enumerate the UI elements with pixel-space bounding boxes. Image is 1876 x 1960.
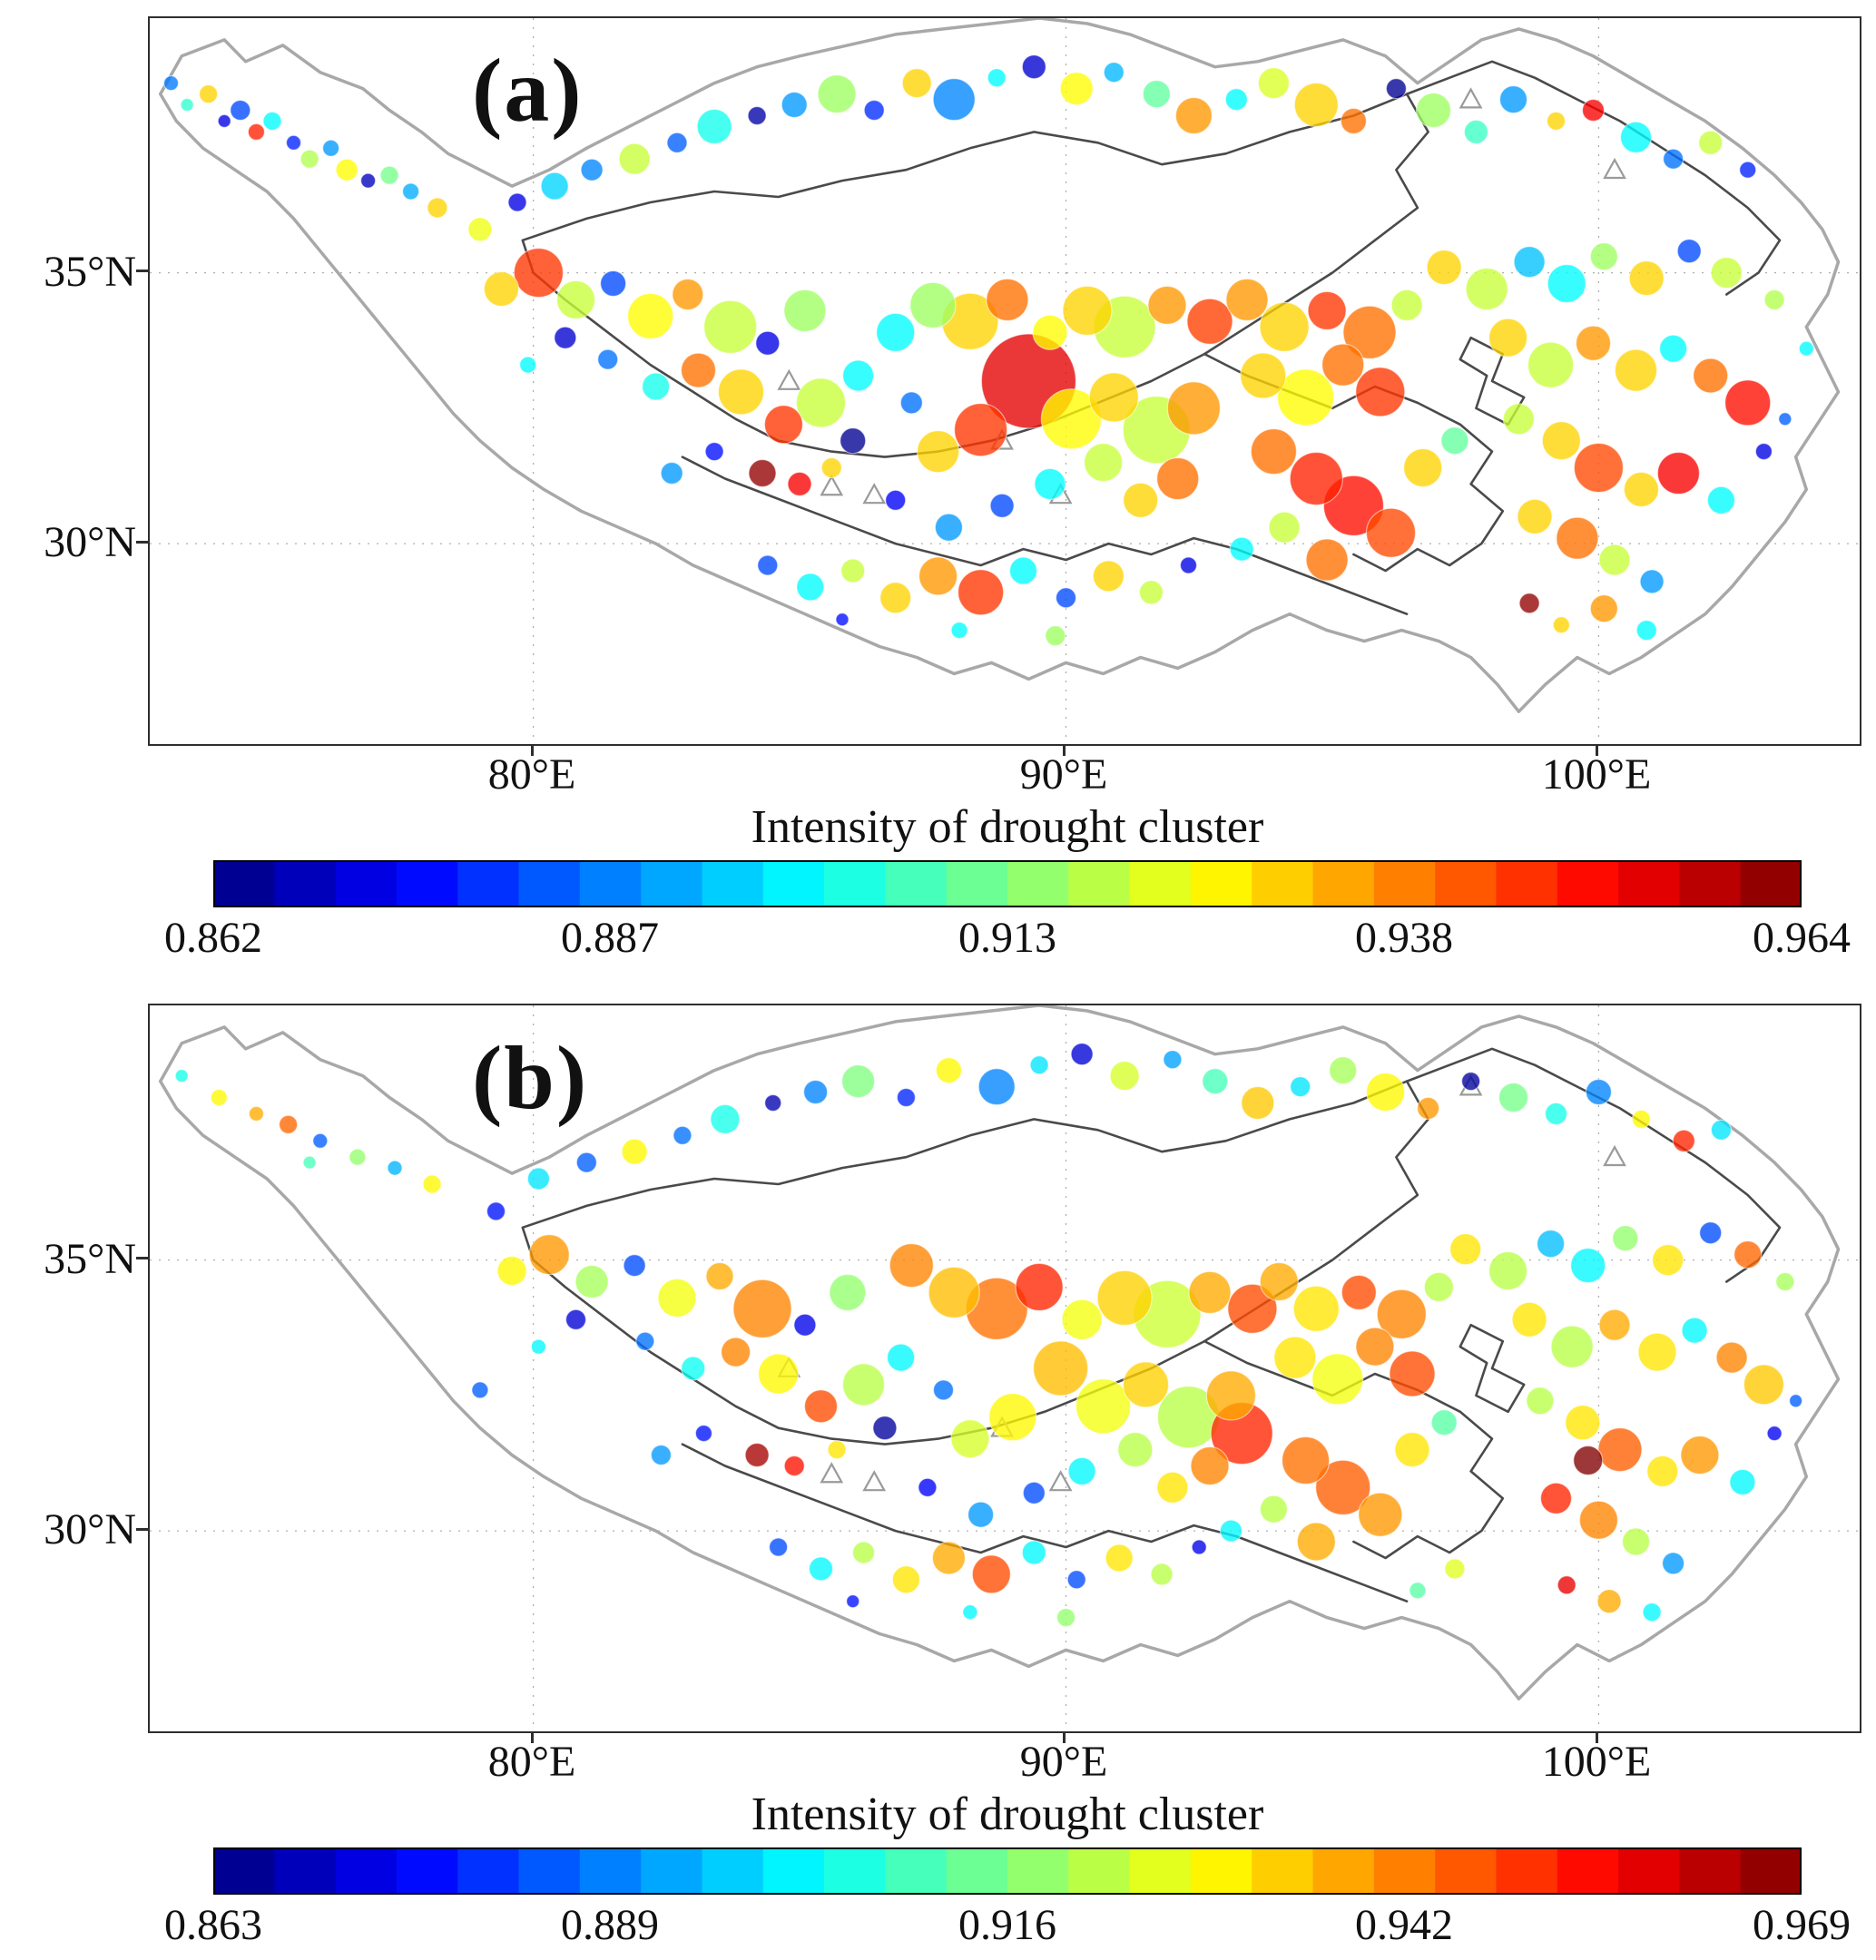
ytick-30n-b: 30°N [44, 1505, 136, 1553]
xtick-mark [1063, 1731, 1066, 1743]
map-b-canvas [150, 1005, 1860, 1731]
colorbar-b [213, 1847, 1802, 1895]
xtick-mark [1596, 744, 1598, 756]
panel-b-letter: (b) [472, 1027, 589, 1128]
map-a [148, 16, 1861, 746]
xtick-100e-b: 100°E [1541, 1738, 1652, 1786]
map-a-canvas [150, 18, 1860, 744]
xtick-mark [1063, 744, 1066, 756]
colorbar-title-a: Intensity of drought cluster [751, 801, 1264, 853]
cbtick-b-4: 0.969 [1753, 1901, 1851, 1949]
panel-a: 35°N 30°N (a) 80°E 90°E 100°E Intensity … [0, 0, 1876, 973]
colorbar-ticks-b: 0.863 0.889 0.916 0.942 0.969 [164, 1900, 1851, 1951]
xtick-90e-a: 90°E [1019, 750, 1108, 799]
cbtick-a-1: 0.887 [561, 914, 659, 962]
colorbar-b-canvas [213, 1847, 1802, 1895]
ytick-35n-a: 35°N [44, 248, 136, 296]
xtick-mark [1596, 1731, 1598, 1743]
cbtick-a-3: 0.938 [1355, 914, 1453, 962]
colorbar-title-b: Intensity of drought cluster [751, 1788, 1264, 1840]
panel-a-letter: (a) [472, 40, 584, 141]
cbtick-b-2: 0.916 [958, 1901, 1056, 1949]
ytick-30n-a: 30°N [44, 518, 136, 566]
ytick-mark [136, 270, 148, 272]
colorbar-ticks-a: 0.862 0.887 0.913 0.938 0.964 [164, 913, 1851, 964]
cbtick-b-3: 0.942 [1355, 1901, 1453, 1949]
cbtick-b-0: 0.863 [164, 1901, 262, 1949]
xtick-80e-a: 80°E [487, 750, 576, 799]
colorbar-a-canvas [213, 860, 1802, 907]
cbtick-b-1: 0.889 [561, 1901, 659, 1949]
cbtick-a-4: 0.964 [1753, 914, 1851, 962]
xtick-90e-b: 90°E [1019, 1738, 1108, 1786]
xtick-100e-a: 100°E [1541, 750, 1652, 799]
ytick-mark [136, 541, 148, 544]
map-b [148, 1004, 1861, 1733]
ytick-mark [136, 1257, 148, 1259]
colorbar-a [213, 860, 1802, 907]
ytick-35n-b: 35°N [44, 1235, 136, 1283]
panel-b: 35°N 30°N (b) 80°E 90°E 100°E Intensity … [0, 987, 1876, 1960]
xtick-80e-b: 80°E [487, 1738, 576, 1786]
xtick-mark [531, 1731, 534, 1743]
cbtick-a-0: 0.862 [164, 914, 262, 962]
xtick-mark [531, 744, 534, 756]
ytick-mark [136, 1528, 148, 1531]
cbtick-a-2: 0.913 [958, 914, 1056, 962]
